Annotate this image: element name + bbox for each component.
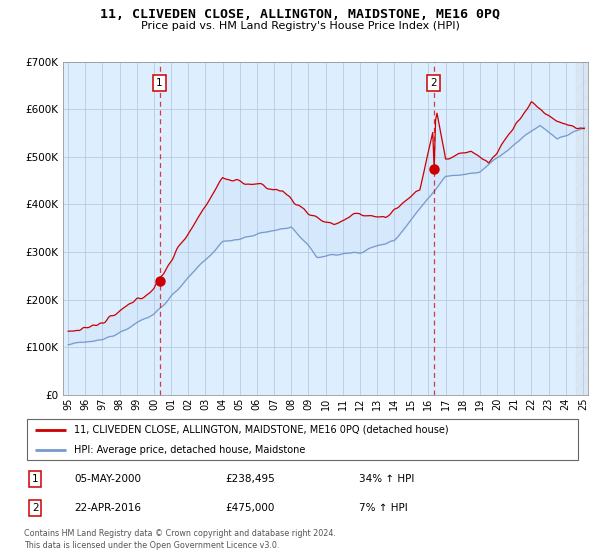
FancyBboxPatch shape	[27, 419, 578, 460]
Text: 11, CLIVEDEN CLOSE, ALLINGTON, MAIDSTONE, ME16 0PQ: 11, CLIVEDEN CLOSE, ALLINGTON, MAIDSTONE…	[100, 8, 500, 21]
Text: 2: 2	[430, 78, 437, 88]
Text: 7% ↑ HPI: 7% ↑ HPI	[359, 503, 407, 514]
Text: £238,495: £238,495	[225, 474, 275, 484]
Text: HPI: Average price, detached house, Maidstone: HPI: Average price, detached house, Maid…	[74, 445, 305, 455]
Text: Contains HM Land Registry data © Crown copyright and database right 2024.
This d: Contains HM Land Registry data © Crown c…	[24, 529, 336, 550]
Text: 11, CLIVEDEN CLOSE, ALLINGTON, MAIDSTONE, ME16 0PQ (detached house): 11, CLIVEDEN CLOSE, ALLINGTON, MAIDSTONE…	[74, 424, 449, 435]
Text: 05-MAY-2000: 05-MAY-2000	[74, 474, 141, 484]
Text: 22-APR-2016: 22-APR-2016	[74, 503, 141, 514]
Text: Price paid vs. HM Land Registry's House Price Index (HPI): Price paid vs. HM Land Registry's House …	[140, 21, 460, 31]
Text: 2: 2	[32, 503, 38, 514]
Text: 1: 1	[32, 474, 38, 484]
Text: 1: 1	[156, 78, 163, 88]
Text: £475,000: £475,000	[225, 503, 274, 514]
Text: 34% ↑ HPI: 34% ↑ HPI	[359, 474, 414, 484]
Bar	[575, 62, 588, 395]
